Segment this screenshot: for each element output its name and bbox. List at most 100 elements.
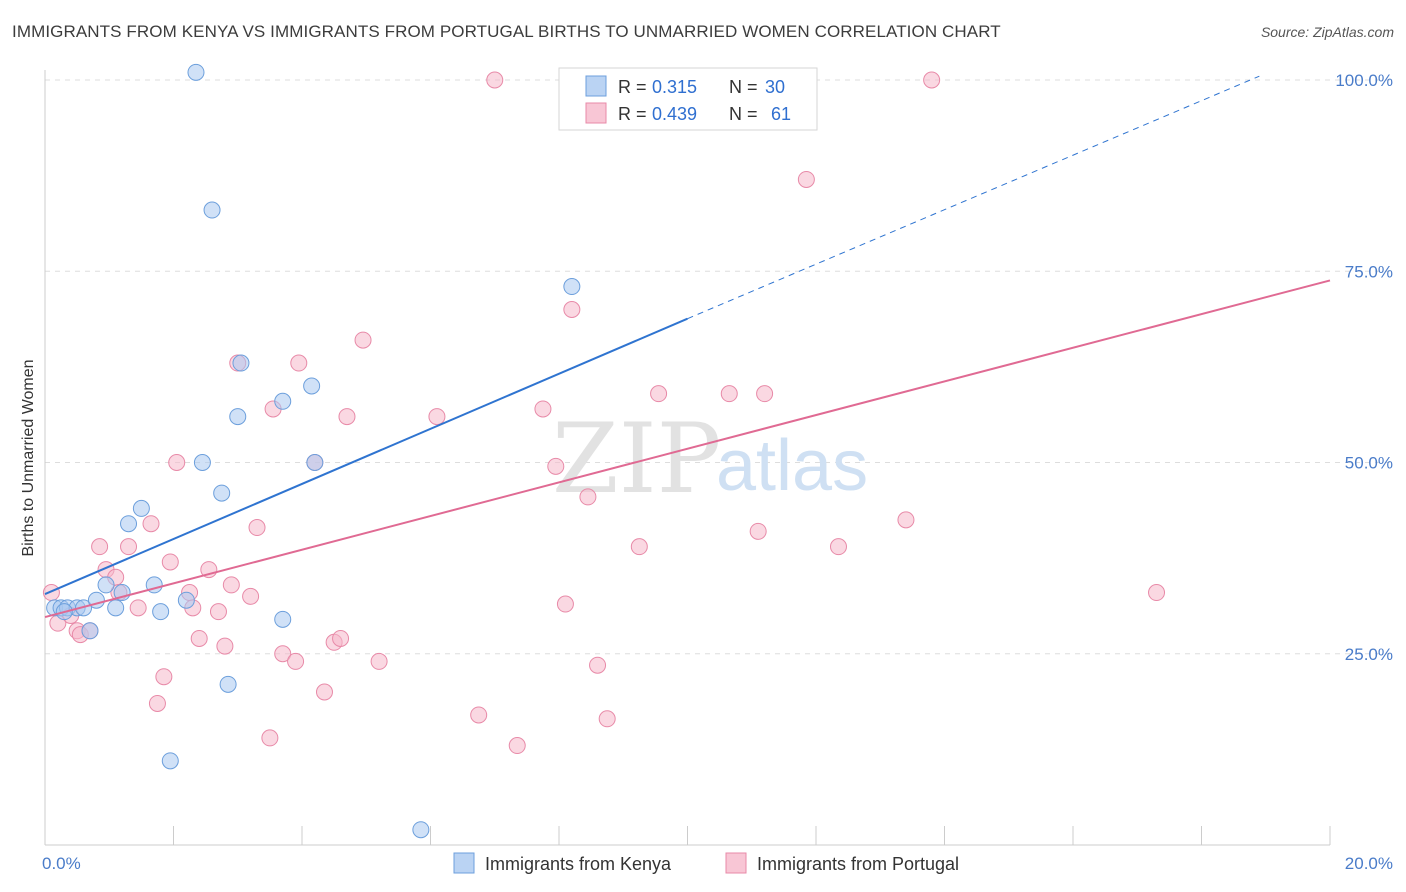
kenya-trend-extension — [687, 75, 1260, 320]
portugal-point — [332, 629, 350, 647]
portugal-point — [338, 408, 356, 426]
kenya-point — [303, 377, 321, 395]
kenya-swatch — [585, 75, 607, 97]
kenya-point — [152, 603, 170, 621]
kenya-point — [232, 354, 250, 372]
kenya-point — [213, 484, 231, 502]
portugal-point — [589, 656, 607, 674]
portugal-n-value: 61 — [771, 104, 791, 124]
trend-lines — [44, 75, 1331, 618]
portugal-point — [797, 170, 815, 188]
portugal-point — [216, 637, 234, 655]
chart-title: IMMIGRANTS FROM KENYA VS IMMIGRANTS FROM… — [12, 22, 1001, 41]
kenya-r-value: 0.315 — [652, 77, 697, 97]
portugal-point — [534, 400, 552, 418]
portugal-point — [209, 603, 227, 621]
portugal-trend-line — [44, 279, 1331, 618]
portugal-point — [829, 538, 847, 556]
stats-legend: R = 0.315 N = 30 R = 0.439 N = 61 — [558, 67, 818, 131]
portugal-point — [897, 511, 915, 529]
y-tick-labels: 25.0% 50.0% 75.0% 100.0% — [1335, 71, 1393, 664]
kenya-point — [203, 201, 221, 219]
kenya-point — [306, 454, 324, 471]
kenya-point — [219, 675, 237, 693]
portugal-point — [508, 737, 526, 755]
portugal-point — [129, 599, 147, 617]
kenya-point — [132, 499, 150, 517]
portugal-r-label: R = — [618, 104, 647, 124]
portugal-point — [1148, 584, 1166, 602]
grid-lines — [45, 79, 1395, 655]
portugal-point — [315, 683, 333, 701]
portugal-point — [598, 710, 616, 728]
portugal-point — [161, 553, 179, 571]
source-label: Source: ZipAtlas.com — [1260, 24, 1394, 40]
kenya-point — [229, 408, 247, 426]
kenya-point — [412, 821, 430, 839]
portugal-point — [428, 408, 446, 426]
y-tick-label: 25.0% — [1345, 645, 1393, 664]
portugal-point — [190, 629, 208, 647]
y-tick-label: 100.0% — [1335, 71, 1393, 90]
portugal-point — [579, 488, 597, 506]
portugal-point — [563, 301, 581, 318]
kenya-n-label: N = — [729, 77, 758, 97]
x-tick-labels: 0.0% 20.0% — [42, 854, 1393, 873]
x-tick-label-max: 20.0% — [1345, 854, 1393, 873]
kenya-point — [563, 278, 581, 296]
legend-portugal-label: Immigrants from Portugal — [757, 854, 959, 874]
kenya-point — [161, 752, 179, 770]
portugal-point — [222, 576, 240, 594]
portugal-r-value: 0.439 — [652, 104, 697, 124]
portugal-point — [168, 454, 186, 471]
portugal-point — [287, 652, 305, 670]
portugal-point — [720, 385, 738, 403]
watermark-atlas: atlas — [716, 426, 868, 506]
legend-kenya-label: Immigrants from Kenya — [485, 854, 672, 874]
portugal-point — [148, 694, 166, 712]
portugal-point — [486, 71, 504, 89]
portugal-point — [155, 668, 173, 686]
kenya-trend-line — [44, 317, 688, 595]
axes — [44, 70, 1331, 846]
portugal-point — [261, 729, 279, 747]
kenya-point — [107, 599, 125, 617]
y-tick-label: 75.0% — [1345, 262, 1393, 281]
kenya-point — [274, 392, 292, 410]
portugal-point — [370, 652, 388, 670]
kenya-n-value: 30 — [765, 77, 785, 97]
kenya-point — [274, 610, 292, 628]
legend-kenya-swatch — [453, 852, 475, 874]
portugal-point — [923, 71, 941, 89]
kenya-point — [193, 454, 211, 471]
portugal-point — [142, 515, 160, 533]
series-legend: Immigrants from Kenya Immigrants from Po… — [453, 852, 959, 874]
kenya-point — [120, 515, 138, 533]
portugal-point — [120, 538, 138, 556]
watermark-zip: ZIP — [552, 403, 721, 515]
portugal-point — [274, 645, 292, 663]
portugal-point — [630, 538, 648, 556]
kenya-r-label: R = — [618, 77, 647, 97]
portugal-point — [470, 706, 488, 724]
portugal-point — [756, 385, 774, 403]
portugal-n-label: N = — [729, 104, 758, 124]
portugal-point — [749, 522, 767, 540]
portugal-point — [547, 457, 565, 475]
kenya-point — [187, 63, 205, 81]
y-axis-title: Births to Unmarried Women — [20, 359, 37, 556]
portugal-point — [91, 538, 109, 556]
kenya-point — [97, 576, 115, 594]
kenya-point — [81, 622, 99, 640]
portugal-point — [650, 385, 668, 403]
portugal-point — [354, 331, 372, 349]
portugal-point — [248, 519, 266, 537]
y-tick-label: 50.0% — [1345, 454, 1393, 473]
portugal-point — [242, 587, 260, 605]
legend-portugal-swatch — [725, 852, 747, 874]
portugal-point — [42, 584, 60, 602]
kenya-point — [177, 591, 195, 609]
portugal-point — [556, 595, 574, 613]
portugal-point — [290, 354, 308, 372]
